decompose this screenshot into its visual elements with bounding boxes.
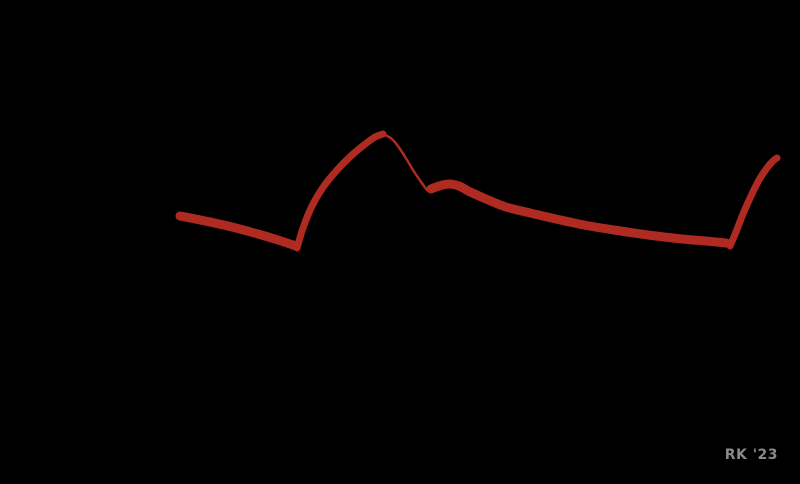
curve-segment-final-rise: [726, 154, 781, 250]
artist-signature: RK '23: [724, 447, 778, 463]
curve-segment-baseline-descent: [175, 211, 301, 251]
curve-segment-peak-arch-rise: [293, 130, 387, 252]
curve-series-group: [175, 130, 781, 252]
curve-segment-shoulder-bump: [426, 179, 473, 196]
curve-segment-long-tail-descent: [463, 186, 731, 248]
curve-segment-peak-arch-fall: [381, 132, 429, 192]
